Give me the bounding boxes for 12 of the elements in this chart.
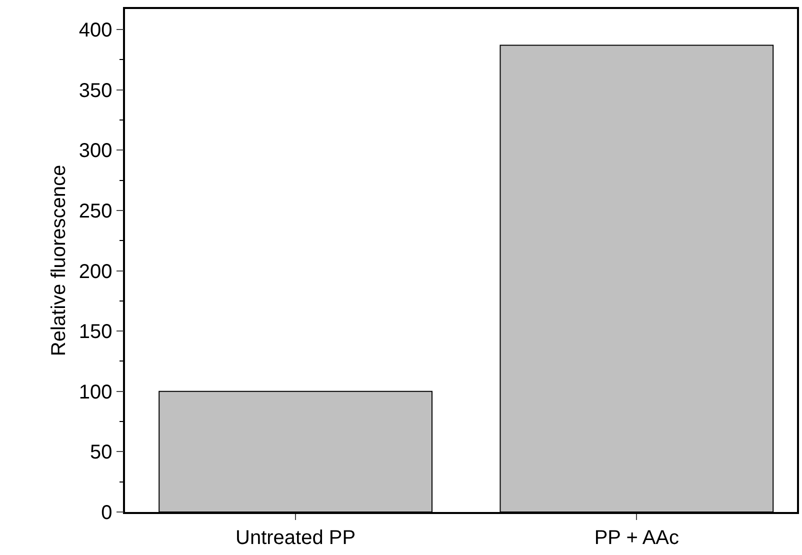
x-tick-label: Untreated PP xyxy=(236,526,356,549)
y-axis-title: Relative fluorescence xyxy=(48,164,70,356)
y-tick-label: 400 xyxy=(78,20,112,42)
y-tick-label: 0 xyxy=(101,502,112,524)
y-tick-label: 50 xyxy=(90,442,112,464)
x-tick-label: PP + AAc xyxy=(594,526,680,549)
y-tick-label: 100 xyxy=(78,381,112,404)
y-tick-label: 300 xyxy=(78,140,112,162)
y-tick-label: 250 xyxy=(78,200,112,222)
y-tick-label: 150 xyxy=(78,321,112,344)
y-tick-label: 200 xyxy=(78,260,112,283)
y-tick-label: 350 xyxy=(78,80,112,102)
